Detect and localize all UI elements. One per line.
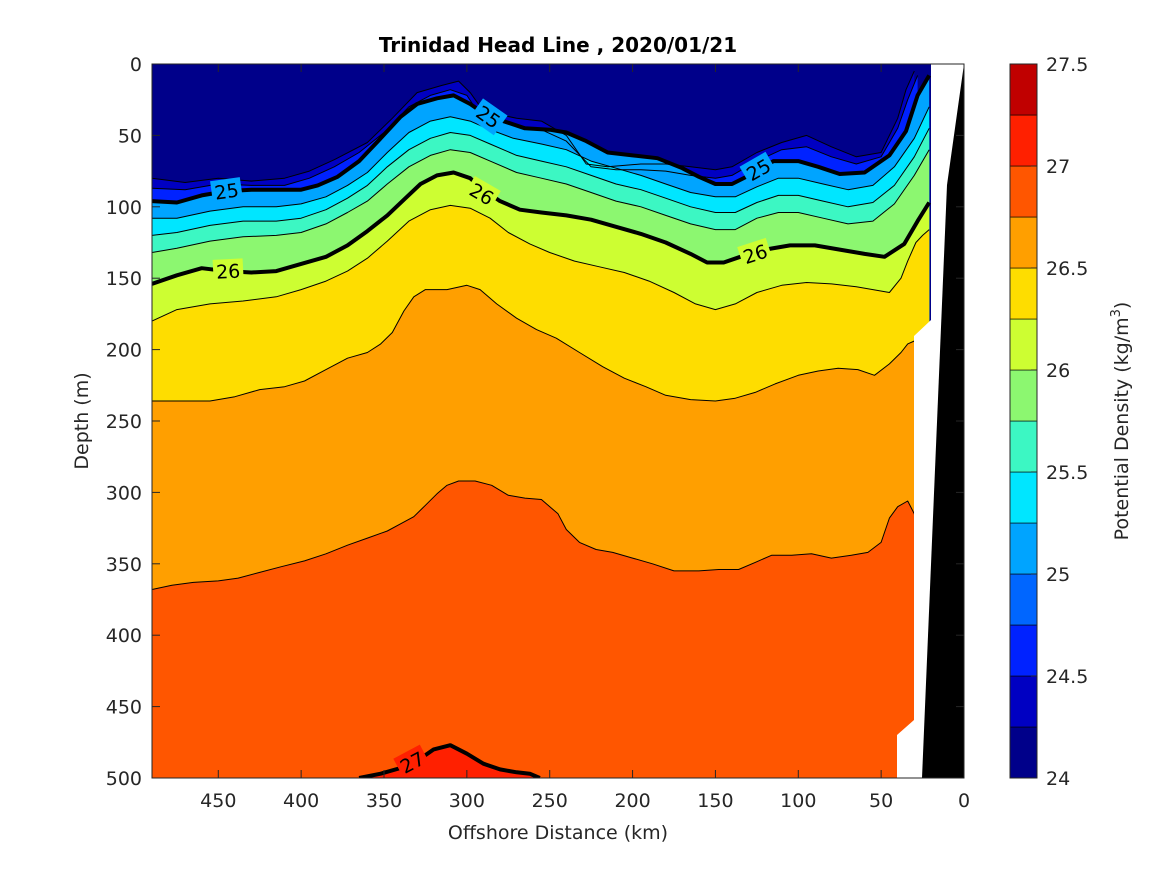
colorbar-tick-label: 27.5 [1046, 54, 1088, 76]
y-tick-label: 450 [106, 697, 142, 719]
x-tick-label: 200 [614, 790, 650, 812]
colorbar-swatch [1009, 318, 1038, 371]
y-tick-label: 50 [118, 125, 142, 147]
colorbar-swatch [1009, 471, 1038, 524]
x-tick-label: 350 [366, 790, 402, 812]
masks [897, 64, 964, 778]
colorbar-tick-label: 26.5 [1046, 258, 1088, 280]
density-band [152, 481, 921, 778]
isopycnal-line [152, 106, 930, 219]
colorbar-swatch [1009, 726, 1038, 779]
y-tick-label: 0 [130, 54, 142, 76]
colorbar-tick-label: 24 [1046, 768, 1070, 790]
x-axis: 450 400 350 300 250 200 150 100 50 0 [200, 64, 970, 812]
colorbar-swatch [1009, 675, 1038, 728]
colorbar-tick-label: 24.5 [1046, 666, 1088, 688]
y-axis: 0 50 100 150 200 250 300 350 400 450 500 [106, 54, 964, 790]
y-tick-label: 250 [106, 411, 142, 433]
colorbar: 24 24.5 25 25.5 26 26.5 27 27.5 [1009, 54, 1088, 790]
isopycnal-line [152, 70, 915, 183]
x-tick-label: 250 [532, 790, 568, 812]
shelf-bathymetry [922, 64, 964, 778]
y-tick-label: 150 [106, 268, 142, 290]
colorbar-tick-label: 25.5 [1046, 462, 1088, 484]
x-tick-label: 100 [780, 790, 816, 812]
x-tick-label: 400 [283, 790, 319, 812]
x-tick-label: 0 [958, 790, 970, 812]
isopycnal-line [152, 149, 930, 253]
contour-label: 26 [737, 237, 774, 270]
contour-label-text: 26 [216, 260, 241, 283]
colorbar-swatch [1009, 63, 1038, 116]
y-tick-label: 300 [106, 482, 142, 504]
x-tick-label: 150 [697, 790, 733, 812]
colorbar-tick-label: 26 [1046, 360, 1070, 382]
y-axis-label: Depth (m) [71, 372, 93, 469]
y-tick-label: 350 [106, 554, 142, 576]
contour-label-text: 25 [213, 180, 240, 205]
isopycnal-line-bold [358, 743, 541, 778]
isopycnal-line [152, 128, 930, 236]
colorbar-swatch [1009, 216, 1038, 269]
x-tick-label: 50 [869, 790, 893, 812]
colorbar-swatch [1009, 114, 1038, 167]
y-tick-label: 100 [106, 197, 142, 219]
isopycnal-line [152, 480, 922, 590]
y-tick-label: 400 [106, 625, 142, 647]
colorbar-swatch [1009, 369, 1038, 422]
contour-label: 25 [210, 177, 244, 206]
colorbar-swatch [1009, 267, 1038, 320]
colorbar-swatch [1009, 420, 1038, 473]
colorbar-tick-label: 25 [1046, 564, 1070, 586]
isopycnal-line [152, 204, 930, 322]
isopycnal-lines [152, 70, 931, 778]
colorbar-label: Potential Density (kg/m3) [1109, 302, 1133, 541]
isopycnal-line [152, 284, 930, 402]
isopycnal-line-bold [152, 170, 931, 286]
x-axis-label: Offshore Distance (km) [448, 822, 668, 844]
isopycnal-line-bold [152, 74, 931, 205]
x-tick-label: 300 [449, 790, 485, 812]
colorbar-swatch [1009, 165, 1038, 218]
colorbar-swatch [1009, 624, 1038, 677]
chart-title: Trinidad Head Line , 2020/01/21 [379, 33, 737, 57]
isopycnal-line [152, 75, 919, 191]
colorbar-swatch [1009, 522, 1038, 575]
contour-label: 26 [212, 258, 244, 284]
colorbar-swatch [1009, 573, 1038, 626]
density-bands [152, 64, 964, 778]
colorbar-frame [1009, 63, 1038, 779]
colorbar-tick-label: 27 [1046, 156, 1070, 178]
x-tick-label: 450 [200, 790, 236, 812]
y-tick-label: 500 [106, 768, 142, 790]
y-tick-label: 200 [106, 340, 142, 362]
